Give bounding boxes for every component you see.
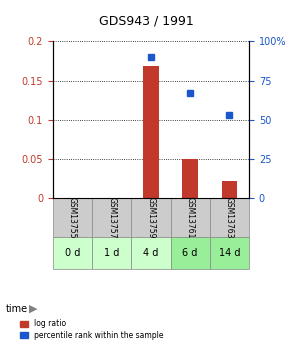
FancyBboxPatch shape — [92, 237, 131, 269]
FancyBboxPatch shape — [131, 198, 171, 237]
Text: GSM13761: GSM13761 — [186, 197, 195, 238]
FancyBboxPatch shape — [131, 237, 171, 269]
Bar — [143, 67, 159, 198]
Text: GSM13755: GSM13755 — [68, 197, 77, 238]
FancyBboxPatch shape — [53, 237, 92, 269]
Text: 0 d: 0 d — [65, 248, 80, 258]
FancyBboxPatch shape — [210, 237, 249, 269]
Text: 6 d: 6 d — [183, 248, 198, 258]
Text: 14 d: 14 d — [219, 248, 240, 258]
Bar — [182, 159, 198, 198]
Text: GDS943 / 1991: GDS943 / 1991 — [99, 14, 194, 28]
FancyBboxPatch shape — [171, 198, 210, 237]
Bar — [222, 181, 237, 198]
FancyBboxPatch shape — [171, 237, 210, 269]
FancyBboxPatch shape — [92, 198, 131, 237]
FancyBboxPatch shape — [210, 198, 249, 237]
Text: GSM13757: GSM13757 — [107, 197, 116, 238]
Text: GSM13759: GSM13759 — [146, 197, 155, 238]
Legend: log ratio, percentile rank within the sample: log ratio, percentile rank within the sa… — [18, 318, 165, 341]
Text: 1 d: 1 d — [104, 248, 119, 258]
Text: 4 d: 4 d — [143, 248, 159, 258]
FancyBboxPatch shape — [53, 198, 92, 237]
Text: GSM13763: GSM13763 — [225, 197, 234, 238]
Text: time: time — [6, 304, 28, 314]
Text: ▶: ▶ — [29, 304, 38, 314]
